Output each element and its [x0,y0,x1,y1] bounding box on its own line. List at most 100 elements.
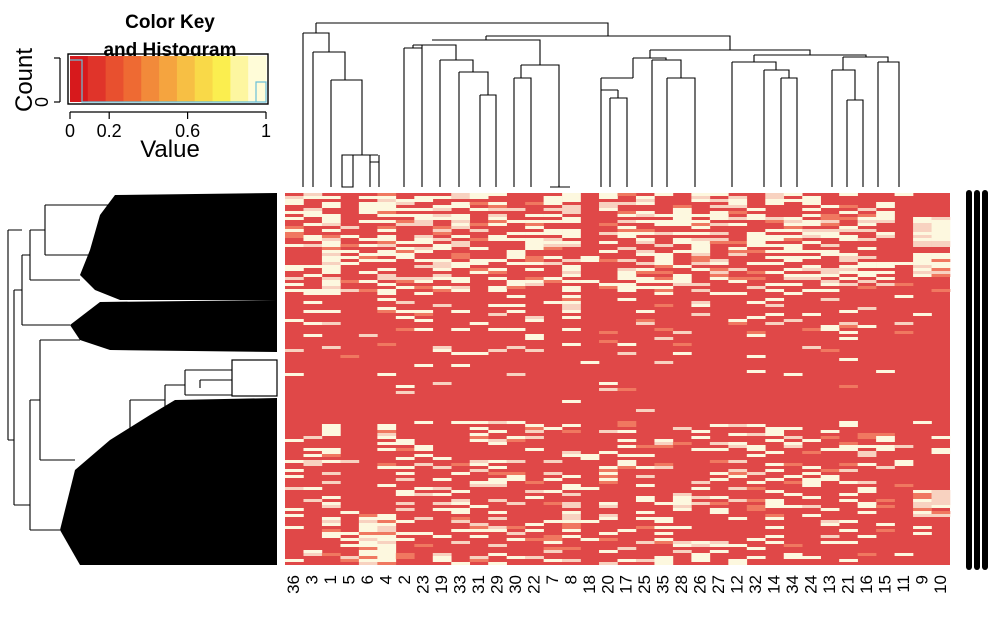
heatmap-cell [395,556,415,559]
heatmap-cell [802,199,821,202]
heatmap-cell [562,454,581,457]
color-key-histogram-line [70,59,267,103]
heatmap-cell [414,235,434,238]
heatmap-cell [857,511,877,514]
heatmap-cell [599,202,618,205]
heatmap-cell [728,247,748,250]
heatmap-cell [488,481,507,484]
heatmap-cell [395,448,415,451]
heatmap-cell [285,373,304,376]
heatmap-cell [783,436,803,439]
heatmap-cell [654,502,674,505]
heatmap-cell [931,241,951,244]
heatmap-cell [672,331,692,334]
heatmap-cell [395,277,415,280]
heatmap-cell [783,445,803,448]
heatmap-cell [765,505,785,508]
color-key-x-tick-label: 0 [65,121,75,141]
heatmap-cell [285,319,304,322]
heatmap-cell [913,508,932,511]
heatmap-cell [321,427,341,430]
heatmap-cell [358,289,378,292]
heatmap-cell [525,349,544,352]
heatmap-cell [802,472,821,475]
heatmap-cell [728,223,748,226]
heatmap-cell [506,262,526,265]
heatmap-cell [820,541,840,544]
heatmap-cell [931,499,951,502]
heatmap-cell [358,205,378,208]
heatmap-cell [709,232,729,235]
heatmap-cell [672,205,692,208]
heatmap-cell [432,349,452,352]
heatmap-cell [802,268,821,271]
heatmap-cell [340,511,360,514]
heatmap-cell [303,193,323,196]
heatmap-cell [580,520,600,523]
heatmap-cell [599,208,618,211]
column-label: 17 [617,575,636,594]
heatmap-cell [839,421,858,424]
heatmap-cell [931,223,951,226]
heatmap-cell [395,220,415,223]
heatmap-cell [839,238,858,241]
heatmap-cell [802,328,821,331]
heatmap-cell [285,232,304,235]
heatmap-cell [358,202,378,205]
heatmap-cell [820,235,840,238]
heatmap-cell [913,238,932,241]
heatmap-cell [765,433,785,436]
heatmap-cell [506,328,526,331]
heatmap-cell [876,235,895,238]
heatmap-cell [321,472,341,475]
heatmap-cell [414,313,434,316]
heatmap-cell [451,328,471,331]
heatmap-cell [599,259,618,262]
heatmap-cell [562,514,581,517]
heatmap-cell [377,226,397,229]
heatmap-cell [820,214,840,217]
heatmap-cell [562,265,581,268]
heatmap-cell [691,313,711,316]
color-key-title-line2: and Histogram [103,40,236,61]
heatmap-cell [395,532,415,535]
heatmap-cell [876,214,895,217]
heatmap-cell [728,199,748,202]
heatmap-cell [617,274,637,277]
heatmap-cell [617,277,637,280]
heatmap-cell [377,220,397,223]
heatmap-cell [765,289,785,292]
heatmap-cell [894,193,914,196]
heatmap-cell [469,556,489,559]
heatmap-cell [562,328,581,331]
heatmap-cell [857,208,877,211]
heatmap-cell [358,529,378,532]
heatmap-cell [488,277,507,280]
heatmap-cell [599,475,618,478]
column-label: 12 [728,575,747,594]
color-key-swatch [105,56,124,102]
heatmap-cell [691,481,711,484]
heatmap-cell [321,502,341,505]
heatmap-cell [377,553,397,556]
heatmap-cell [839,424,858,427]
heatmap-cell [765,193,785,196]
color-key-swatch [194,56,214,102]
heatmap-cell [691,223,711,226]
heatmap-cell [562,475,581,478]
heatmap-cell [617,286,637,289]
heatmap-cell [617,283,637,286]
heatmap-cell [358,220,378,223]
heatmap-cell [377,292,397,295]
heatmap-cell [599,517,618,520]
heatmap-cell [746,487,766,490]
heatmap-cell [617,529,637,532]
heatmap-cell [321,529,341,532]
heatmap-cell [709,292,729,295]
heatmap-cell [857,502,877,505]
heatmap-cell [451,217,471,220]
heatmap-cell [857,265,877,268]
heatmap-cell [395,208,415,211]
heatmap-cell [746,472,766,475]
heatmap-cell [783,373,803,376]
